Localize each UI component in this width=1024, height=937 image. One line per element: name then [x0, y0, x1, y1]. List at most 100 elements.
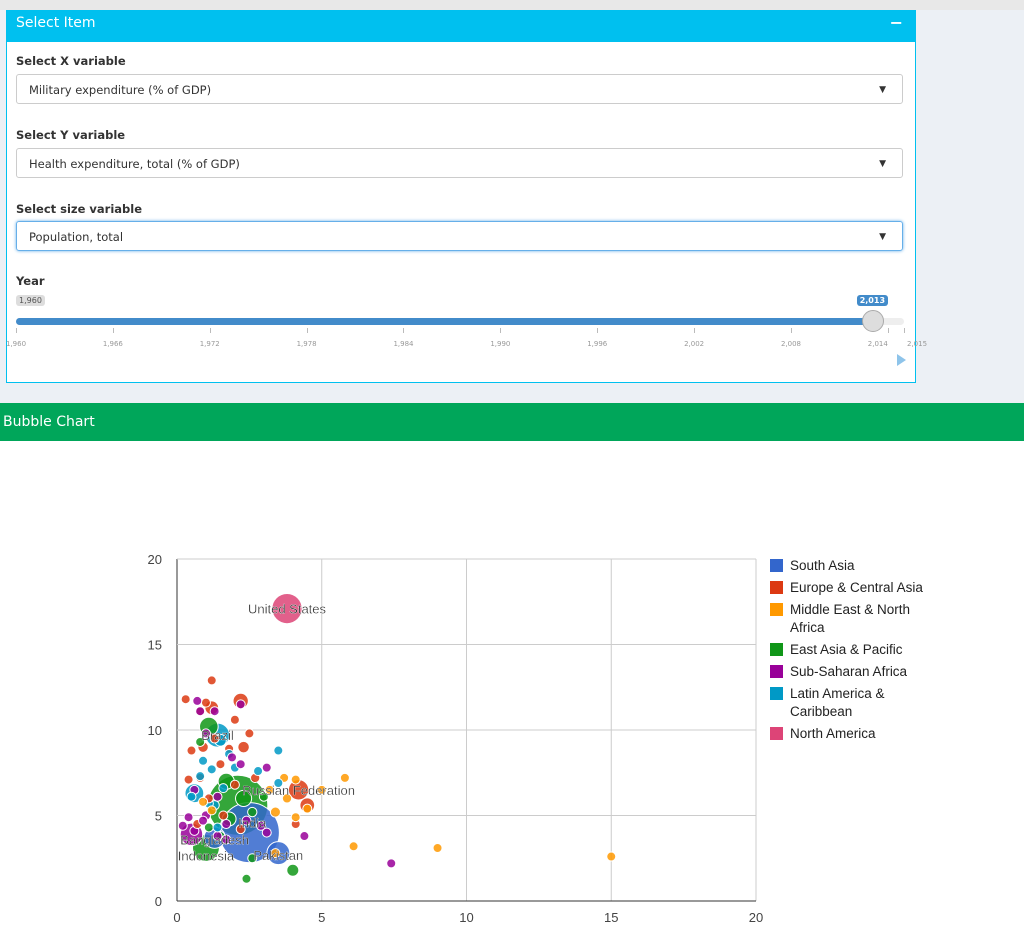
x-variable-select[interactable]: Military expenditure (% of GDP) ▼ [16, 74, 903, 104]
bubble-label: India [238, 816, 267, 831]
bubble [209, 800, 220, 811]
slider-fill [16, 318, 872, 325]
bubble [195, 772, 206, 783]
legend-label: North America [790, 726, 876, 741]
bubble-chart-header: Bubble Chart [0, 403, 1024, 441]
slider-tick [904, 328, 905, 333]
bubble [195, 771, 206, 782]
bubble [184, 783, 205, 804]
legend-item[interactable]: South Asia [770, 557, 930, 575]
legend-swatch [770, 603, 783, 616]
legend-swatch [770, 727, 783, 740]
x-tick-label: 5 [318, 910, 325, 925]
x-variable-label: Select X variable [16, 54, 126, 68]
select-item-panel: Select Item − Select X variable Military… [6, 10, 927, 383]
bubble [204, 700, 220, 716]
bubble [215, 759, 226, 770]
size-variable-select[interactable]: Population, total ▼ [16, 221, 903, 251]
bubble [290, 812, 301, 823]
bubble [224, 743, 235, 754]
bubble [299, 797, 316, 814]
bubble [192, 695, 203, 706]
bubble [281, 793, 293, 804]
bubble [192, 834, 220, 862]
year-value-tag: 2,013 [856, 295, 889, 306]
bubble [199, 716, 219, 737]
bubble [299, 831, 310, 842]
bubble [212, 791, 223, 802]
slider-tick-label: 1,996 [587, 340, 608, 348]
bubble [214, 733, 227, 747]
chevron-down-icon: ▼ [879, 159, 886, 169]
bubble [186, 745, 197, 756]
bubble [250, 772, 261, 784]
bubble [186, 791, 197, 802]
bubble [205, 722, 231, 748]
bubble-label: Russian Federation [242, 783, 355, 798]
bubble [218, 802, 280, 864]
bubble [235, 789, 253, 807]
play-icon[interactable] [897, 354, 906, 366]
bubble [183, 774, 194, 785]
bubble [200, 697, 211, 708]
bubble [221, 819, 232, 830]
chevron-down-icon: ▼ [879, 85, 886, 95]
legend-label: Middle East & North Africa [790, 602, 911, 635]
bubble [224, 748, 235, 759]
bubble [198, 796, 209, 807]
panel-title: Select Item [16, 15, 96, 31]
slider-tick [887, 328, 889, 333]
slider-tick-label: 2,002 [684, 340, 705, 348]
legend-swatch [770, 581, 783, 594]
y-variable-select[interactable]: Health expenditure, total (% of GDP) ▼ [16, 148, 903, 178]
slider-tick-label: 1,972 [199, 340, 220, 348]
bubble [235, 759, 246, 770]
bubble [241, 873, 252, 884]
legend-item[interactable]: Middle East & North Africa [770, 601, 930, 637]
bubble-label: Pakistan [253, 848, 303, 863]
legend-item[interactable]: Sub-Saharan Africa [770, 663, 930, 681]
bubble [221, 834, 232, 845]
chevron-down-icon: ▼ [879, 232, 886, 242]
legend-label: Sub-Saharan Africa [790, 664, 908, 679]
slider-tick [306, 328, 308, 333]
chart-legend: South Asia Europe & Central Asia Middle Ea… [770, 557, 930, 747]
slider-handle[interactable] [861, 310, 884, 332]
x-tick-label: 20 [749, 910, 763, 925]
bubble [286, 863, 300, 877]
collapse-button[interactable]: − [889, 13, 903, 32]
legend-item[interactable]: Europe & Central Asia [770, 579, 930, 597]
bubble [215, 831, 226, 842]
bubble [279, 772, 290, 783]
legend-item[interactable]: Latin America & Caribbean [770, 685, 930, 721]
bubble [290, 774, 301, 785]
legend-label: East Asia & Pacific [790, 642, 903, 657]
bubble [302, 803, 313, 814]
legend-item[interactable]: North America [770, 725, 930, 743]
legend-item[interactable]: East Asia & Pacific [770, 641, 930, 659]
bubble [227, 752, 238, 763]
bubble [189, 825, 200, 836]
bubble [290, 819, 301, 830]
bubble [386, 858, 397, 869]
bubble [207, 774, 269, 836]
year-min-tag: 1,960 [16, 295, 45, 306]
bubble [212, 831, 223, 842]
bubble [183, 812, 194, 823]
year-slider[interactable]: 1,960 1,966 1,972 1,978 1,984 1,990 1,996 2,002… [6, 310, 927, 370]
bubble [247, 853, 258, 864]
bubble [195, 736, 206, 747]
bubble [203, 826, 226, 849]
x-variable-value: Military expenditure (% of GDP) [29, 83, 212, 97]
slider-tick-label: 1,984 [393, 340, 414, 348]
bubble [198, 755, 209, 766]
slider-tick [500, 328, 502, 333]
slider-tick [403, 328, 405, 333]
bubble [255, 820, 266, 831]
bubble-label: Bangladesh [180, 832, 249, 847]
bubble [221, 811, 237, 827]
slider-tick [16, 328, 17, 333]
y-tick-label: 20 [148, 552, 162, 567]
bubble [266, 841, 291, 866]
size-variable-label: Select size variable [16, 202, 143, 216]
